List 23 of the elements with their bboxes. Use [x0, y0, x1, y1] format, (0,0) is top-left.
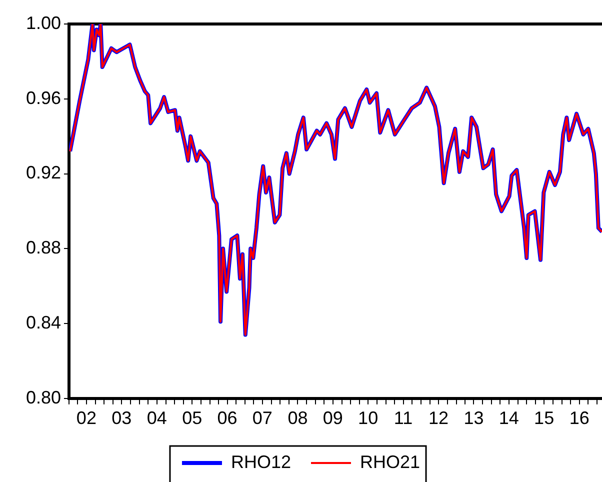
- y-tick-label: 0.88: [26, 238, 61, 258]
- y-tick-label: 1.00: [26, 12, 61, 33]
- x-tick-label: 08: [288, 408, 308, 428]
- x-tick-label: 15: [534, 408, 554, 428]
- y-tick-label: 0.96: [26, 88, 61, 108]
- x-tick-label: 12: [428, 408, 449, 428]
- x-tick-label: 09: [322, 408, 343, 428]
- x-tick-label: 03: [112, 408, 132, 428]
- x-tick-label: 04: [146, 408, 167, 428]
- x-tick-label: 06: [217, 408, 238, 428]
- y-tick-label: 0.80: [26, 387, 61, 408]
- x-tick-label: 10: [358, 408, 378, 428]
- legend-label: RHO12: [230, 452, 292, 472]
- x-tick-label: 14: [498, 408, 519, 428]
- x-tick-label: 11: [394, 408, 413, 428]
- y-tick-label: 0.84: [26, 312, 61, 332]
- x-tick-label: 05: [182, 408, 202, 428]
- y-tick-label: 0.92: [26, 162, 61, 183]
- legend-label: RHO21: [360, 452, 420, 472]
- x-tick-label: 02: [76, 408, 96, 428]
- x-tick-label: 13: [464, 408, 484, 428]
- x-tick-label: 16: [569, 408, 590, 428]
- x-tick-label: 07: [252, 408, 272, 428]
